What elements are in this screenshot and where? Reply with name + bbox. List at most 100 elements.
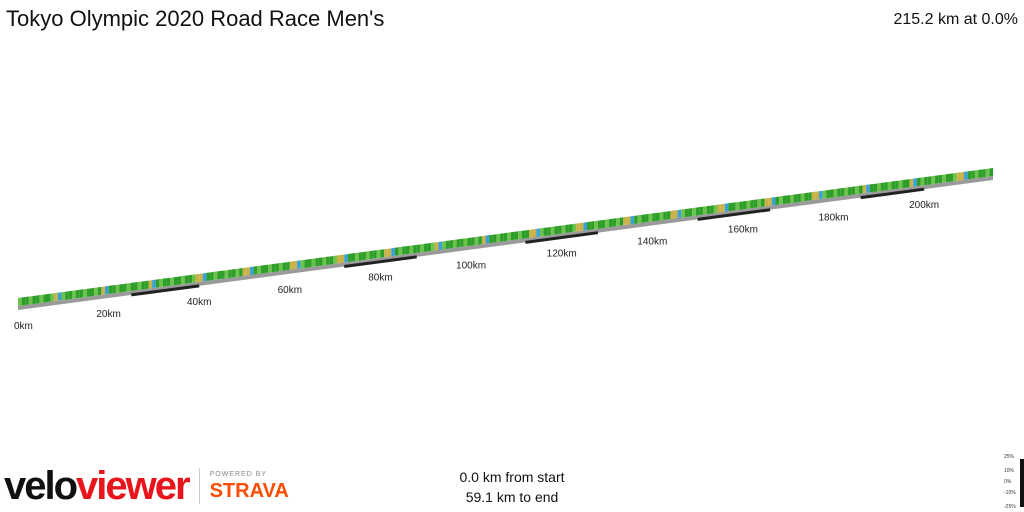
profile-segment	[184, 275, 189, 284]
profile-segment	[289, 261, 294, 270]
profile-segment	[282, 262, 287, 271]
powered-by-strava[interactable]: POWERED BY STRAVA	[210, 471, 289, 501]
profile-segment	[677, 209, 682, 219]
profile-segment	[750, 199, 754, 209]
profile-segment	[119, 283, 124, 293]
profile-segment	[434, 241, 439, 251]
profile-segment	[869, 183, 874, 193]
profile-segment	[768, 197, 772, 206]
legend-color-bar	[1020, 459, 1024, 507]
km-label: 160km	[728, 224, 758, 235]
profile-segment	[764, 197, 769, 207]
profile-segment	[362, 251, 366, 261]
profile-segment	[543, 227, 548, 236]
profile-segment	[199, 273, 203, 282]
profile-segment	[746, 200, 751, 209]
profile-segment	[819, 190, 823, 200]
profile-segment	[536, 228, 540, 237]
profile-segment	[206, 272, 211, 281]
profile-segment	[695, 207, 700, 216]
profile-segment	[583, 222, 588, 231]
profile-segment	[898, 180, 903, 189]
profile-segment	[68, 290, 73, 300]
profile-segment	[514, 231, 519, 240]
profile-segment	[558, 225, 562, 234]
profile-segment	[94, 287, 98, 296]
profile-segment	[173, 276, 178, 286]
profile-segment	[21, 297, 26, 306]
profile-segment	[431, 242, 435, 251]
profile-segment	[18, 297, 22, 306]
profile-segment	[793, 194, 798, 203]
profile-segment	[797, 193, 801, 203]
veloviewer-logo[interactable]: velo viewer POWERED BY STRAVA	[4, 462, 289, 510]
profile-segment	[333, 255, 337, 264]
profile-segment	[518, 230, 522, 240]
profile-segment	[927, 176, 932, 185]
profile-segment	[460, 238, 464, 248]
profile-segment	[532, 228, 537, 238]
profile-segment	[949, 173, 954, 182]
profile-segment	[924, 176, 928, 186]
profile-segment	[79, 289, 84, 298]
profile-segment	[953, 172, 957, 182]
profile-segment	[971, 170, 975, 179]
profile-segment	[155, 279, 160, 288]
profile-segment	[568, 224, 573, 233]
profile-segment	[862, 184, 867, 194]
profile-segment	[902, 179, 907, 189]
profile-segment	[753, 199, 758, 208]
profile-segment	[648, 213, 653, 222]
legend-label-minus-25: -25%	[1004, 504, 1016, 510]
profile-segment	[572, 223, 577, 233]
profile-segment	[619, 217, 624, 226]
profile-segment	[623, 216, 627, 226]
profile-segment	[253, 266, 258, 275]
profile-segment	[974, 169, 979, 179]
profile-segment	[231, 269, 236, 278]
profile-segment	[36, 295, 40, 304]
profile-segment	[297, 260, 301, 269]
profile-segment	[887, 181, 892, 191]
profile-segment	[956, 172, 961, 181]
km-label: 20km	[96, 309, 120, 320]
profile-segment	[500, 233, 504, 242]
profile-segment	[529, 229, 533, 238]
profile-segment	[72, 290, 76, 299]
profile-segment	[50, 293, 55, 302]
profile-segment	[706, 205, 711, 215]
profile-segment	[605, 219, 609, 228]
profile-segment	[391, 247, 395, 257]
profile-segment	[340, 254, 345, 263]
profile-segment	[510, 231, 515, 241]
profile-segment	[220, 270, 225, 279]
profile-shade-segment	[344, 255, 417, 268]
profile-segment	[195, 273, 200, 283]
km-label: 140km	[637, 236, 667, 247]
profile-segment	[826, 189, 830, 199]
profile-segment	[32, 295, 37, 305]
legend-label-10: 10%	[1004, 468, 1015, 474]
profile-segment	[46, 293, 51, 303]
profile-segment	[257, 265, 261, 275]
profile-segment	[942, 174, 946, 183]
profile-segment	[724, 203, 729, 212]
profile-segment	[481, 235, 486, 245]
km-marker-labels: 0km 20km 40km 60km 80km 100km 120km 140km 160km 1…	[14, 200, 939, 332]
profile-segment	[300, 259, 305, 269]
profile-segment	[492, 234, 497, 243]
logo-text-velo: velo	[4, 464, 78, 508]
profile-segment	[782, 195, 787, 205]
profile-segment	[456, 239, 461, 248]
profile-segment	[326, 256, 330, 265]
profile-segment	[177, 276, 182, 285]
profile-segment	[906, 179, 910, 188]
profile-segment	[561, 225, 566, 234]
profile-segment	[380, 249, 385, 258]
profile-segment	[645, 213, 649, 223]
profile-segment	[786, 195, 791, 204]
profile-segment	[790, 194, 794, 204]
profile-segment	[597, 220, 602, 229]
profile-segment	[964, 171, 968, 180]
